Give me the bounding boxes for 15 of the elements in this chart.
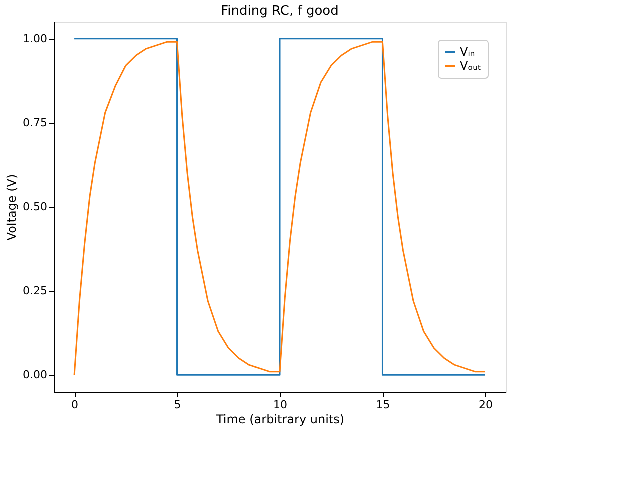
y-axis-title: Voltage (V) [5,174,20,241]
chart-title: Finding RC, f good [221,4,339,19]
x-tick-label: 15 [376,398,390,412]
x-tick-label: 10 [274,398,288,412]
y-tick-label: 1.00 [23,32,48,46]
x-tick-label: 0 [72,398,79,412]
y-tick-label: 0.00 [23,368,48,382]
y-tick-label: 0.50 [23,200,48,214]
y-tick-label: 0.25 [23,284,48,298]
x-axis-title: Time (arbitrary units) [215,412,345,426]
legend-label: Vₒᵤₜ [460,59,482,73]
y-tick-label: 0.75 [23,116,48,130]
legend-label: Vᵢₙ [460,45,476,59]
x-tick-label: 5 [174,398,182,412]
x-tick-label: 20 [478,398,493,412]
